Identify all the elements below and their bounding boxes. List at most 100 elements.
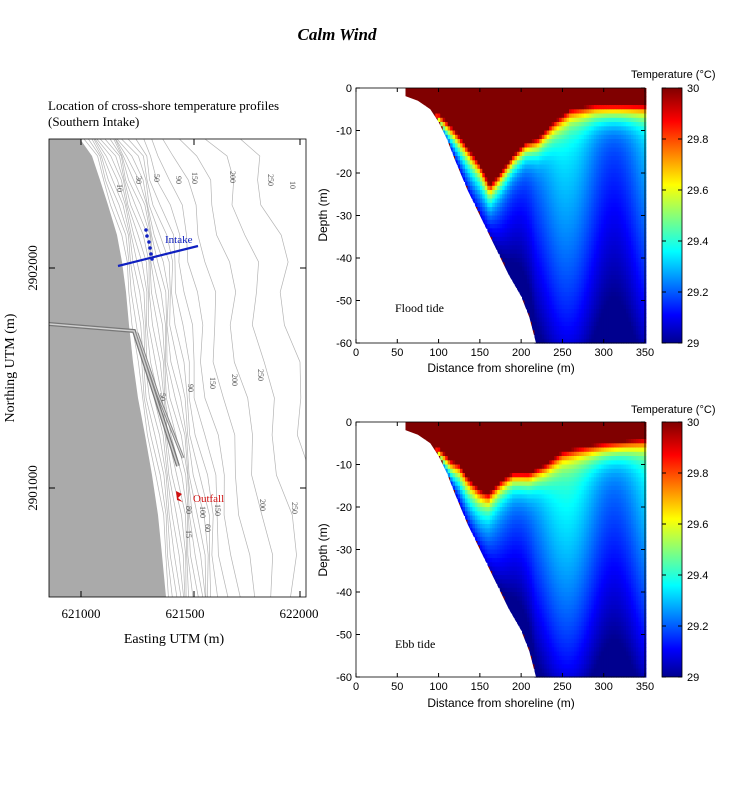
heatmap-cell: [479, 422, 483, 427]
heatmap-cell: [472, 422, 476, 427]
heatmap-cell: [551, 258, 555, 263]
heatmap-cell: [564, 109, 568, 115]
heatmap-cell: [556, 202, 560, 208]
heatmap-cell: [569, 321, 573, 327]
heatmap-cell: [635, 105, 639, 110]
heatmap-cell: [539, 100, 543, 106]
heatmap-cell: [477, 96, 481, 102]
heatmap-cell: [442, 456, 446, 461]
heatmap-cell: [549, 258, 553, 263]
heatmap-cell: [551, 143, 555, 149]
heatmap-cell: [430, 434, 434, 440]
heatmap-cell: [628, 262, 632, 268]
heatmap-cell: [626, 100, 630, 106]
heatmap-cell: [484, 194, 488, 200]
heatmap-cell: [502, 558, 506, 563]
heatmap-cell: [507, 447, 511, 453]
heatmap-cell: [492, 468, 496, 474]
heatmap-cell: [623, 185, 627, 191]
heatmap-cell: [588, 245, 592, 251]
heatmap-cell: [556, 88, 560, 93]
heatmap-cell: [445, 109, 449, 115]
heatmap-cell: [526, 211, 530, 217]
heatmap-cell: [502, 92, 506, 98]
heatmap-cell: [566, 279, 570, 285]
heatmap-cell: [618, 338, 622, 344]
heatmap-cell: [509, 249, 513, 255]
heatmap-cell: [519, 105, 523, 110]
heatmap-cell: [586, 173, 590, 178]
heatmap-cell: [608, 258, 612, 263]
heatmap-cell: [497, 105, 501, 110]
heatmap-cell: [472, 190, 476, 195]
heatmap-cell: [529, 156, 533, 161]
heatmap-cell: [571, 168, 575, 174]
heatmap-cell: [571, 258, 575, 263]
heatmap-cell: [618, 253, 622, 259]
heatmap-cell: [474, 524, 478, 529]
heatmap-cell: [626, 317, 630, 323]
heatmap-cell: [626, 215, 630, 221]
heatmap-cell: [415, 92, 419, 98]
heatmap-cell: [487, 198, 491, 204]
heatmap-cell: [640, 160, 644, 166]
heatmap-cell: [504, 558, 508, 563]
heatmap-cell: [514, 198, 518, 204]
heatmap-cell: [564, 232, 568, 238]
heatmap-cell: [534, 122, 538, 127]
heatmap-cell: [477, 507, 481, 512]
heatmap-cell: [492, 566, 496, 572]
heatmap-cell: [450, 143, 454, 149]
heatmap-cell: [546, 185, 550, 191]
heatmap-cell: [509, 456, 513, 461]
heatmap-cell: [566, 173, 570, 178]
heatmap-cell: [479, 134, 483, 140]
heatmap-cell: [469, 456, 473, 461]
heatmap-cell: [494, 494, 498, 500]
heatmap-cell: [556, 283, 560, 289]
heatmap-cell: [633, 270, 637, 276]
heatmap-cell: [546, 326, 550, 331]
heatmap-cell: [497, 473, 501, 478]
heatmap-cell: [502, 498, 506, 504]
heatmap-cell: [564, 173, 568, 178]
heatmap-cell: [519, 279, 523, 285]
heatmap-cell: [504, 126, 508, 132]
heatmap-cell: [494, 515, 498, 521]
heatmap-cell: [477, 536, 481, 542]
heatmap-cell: [635, 296, 639, 302]
heatmap-cell: [603, 321, 607, 327]
heatmap-cell: [514, 283, 518, 289]
heatmap-cell: [447, 456, 451, 461]
heatmap-cell: [603, 287, 607, 293]
heatmap-cell: [559, 181, 563, 187]
heatmap-cell: [554, 253, 558, 259]
heatmap-cell: [445, 130, 449, 136]
heatmap-cell: [618, 258, 622, 263]
heatmap-cell: [472, 481, 476, 487]
heatmap-cell: [628, 100, 632, 106]
heatmap-cell: [569, 309, 573, 314]
heatmap-cell: [631, 266, 635, 272]
heatmap-cell: [482, 515, 486, 521]
heatmap-cell: [566, 236, 570, 242]
heatmap-cell: [477, 194, 481, 200]
heatmap-cell: [623, 130, 627, 136]
heatmap-cell: [593, 215, 597, 221]
heatmap-cell: [539, 117, 543, 123]
heatmap-cell: [591, 147, 595, 153]
heatmap-cell: [487, 507, 491, 512]
heatmap-cell: [593, 321, 597, 327]
heatmap-cell: [608, 275, 612, 280]
heatmap-cell: [507, 224, 511, 229]
heatmap-cell: [559, 313, 563, 319]
heatmap-cell: [581, 181, 585, 187]
heatmap-cell: [526, 164, 530, 170]
heatmap-cell: [531, 211, 535, 217]
heatmap-cell: [593, 156, 597, 161]
heatmap-cell: [494, 485, 498, 491]
heatmap-cell: [564, 147, 568, 153]
heatmap-cell: [576, 164, 580, 170]
heatmap-cell: [541, 317, 545, 323]
heatmap-cell: [574, 266, 578, 272]
